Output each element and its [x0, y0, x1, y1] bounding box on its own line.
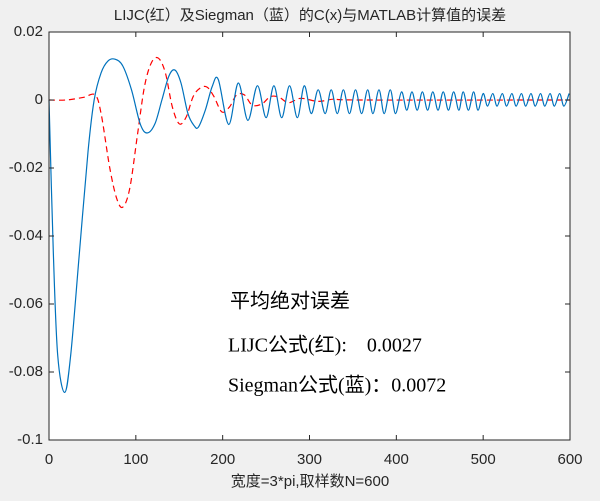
- chart-title: LIJC(红）及Siegman（蓝）的C(x)与MATLAB计算值的误差: [114, 6, 506, 24]
- y-tick-label: -0.08: [9, 363, 43, 380]
- y-tick-label: 0: [35, 91, 43, 108]
- x-tick-label: 200: [210, 451, 235, 468]
- x-tick-label: 600: [557, 451, 582, 468]
- annotation: Siegman公式(蓝)：0.0072: [228, 374, 446, 397]
- x-axis-label: 宽度=3*pi,取样数N=600: [231, 473, 389, 490]
- x-tick-label: 100: [123, 451, 148, 468]
- y-tick-label: -0.1: [17, 431, 43, 448]
- x-tick-label: 400: [384, 451, 409, 468]
- y-tick-label: 0.02: [14, 23, 43, 40]
- annotation: 平均绝对误差: [230, 290, 350, 313]
- annotation: LIJC公式(红): 0.0027: [228, 334, 422, 357]
- axes-box: [48, 31, 571, 441]
- x-tick-label: 300: [297, 451, 322, 468]
- line-series: [48, 58, 570, 394]
- x-tick-label: 500: [471, 451, 496, 468]
- x-tick-label: 0: [45, 451, 53, 468]
- y-tick-label: -0.02: [9, 159, 43, 176]
- line-series: [48, 56, 571, 209]
- y-tick-label: -0.04: [9, 227, 43, 244]
- y-tick-label: -0.06: [9, 295, 43, 312]
